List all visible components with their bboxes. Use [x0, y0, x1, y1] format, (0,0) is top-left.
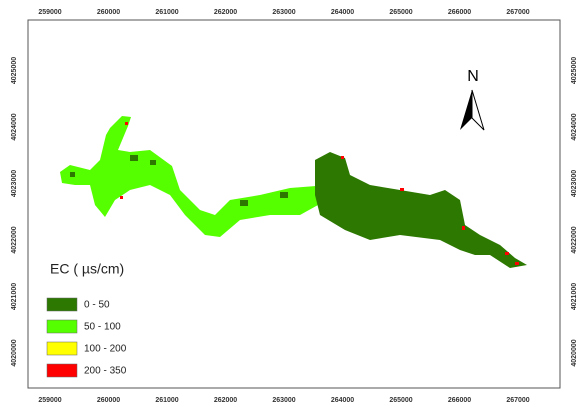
y-coord-label: 4021000 [11, 283, 18, 310]
river-dark-patches [70, 155, 288, 206]
x-coord-label: 264000 [331, 9, 354, 16]
y-coord-label: 4020000 [11, 339, 18, 366]
x-coord-label: 261000 [155, 397, 178, 404]
x-coord-label: 260000 [97, 9, 120, 16]
y-coord-label: 4024000 [11, 113, 18, 140]
x-coord-label: 262000 [214, 397, 237, 404]
y-coord-label: 4025000 [11, 57, 18, 84]
x-coord-label: 260000 [97, 397, 120, 404]
x-coord-label: 259000 [38, 397, 61, 404]
legend: 0 - 50 50 - 100 100 - 200 200 - 350 [46, 297, 127, 378]
y-coord-label: 4022000 [571, 226, 578, 253]
legend-title: EC ( µs/cm) [50, 261, 124, 277]
legend-swatch [46, 297, 78, 312]
river-light [60, 116, 318, 237]
legend-label: 50 - 100 [84, 322, 121, 333]
x-coord-label: 267000 [506, 397, 529, 404]
x-coord-label: 263000 [272, 397, 295, 404]
y-coord-label: 4023000 [571, 170, 578, 197]
x-coord-label: 261000 [155, 9, 178, 16]
y-coord-label: 4025000 [571, 57, 578, 84]
x-coord-label: 265000 [389, 397, 412, 404]
legend-swatch [46, 319, 78, 334]
legend-swatch [46, 363, 78, 378]
river-dark [315, 152, 527, 268]
y-coord-label: 4021000 [571, 283, 578, 310]
x-coord-label: 266000 [448, 397, 471, 404]
legend-label: 100 - 200 [84, 344, 127, 355]
x-coord-label: 259000 [38, 9, 61, 16]
legend-swatch [46, 341, 78, 356]
coordinate-labels: 259000 259000 260000 260000 261000 261000 2620… [11, 9, 578, 404]
x-coord-label: 266000 [448, 9, 471, 16]
x-coord-label: 263000 [272, 9, 295, 16]
y-coord-label: 4024000 [571, 113, 578, 140]
legend-label: 200 - 350 [84, 366, 127, 377]
y-coord-label: 4020000 [571, 339, 578, 366]
x-coord-label: 264000 [331, 397, 354, 404]
y-coord-label: 4022000 [11, 226, 18, 253]
legend-label: 0 - 50 [84, 300, 110, 311]
river-red-spots [120, 122, 519, 265]
river-area [60, 116, 527, 268]
north-label: N [467, 68, 479, 85]
x-coord-label: 267000 [506, 9, 529, 16]
x-coord-label: 265000 [389, 9, 412, 16]
north-arrow [460, 89, 485, 131]
x-coord-label: 262000 [214, 9, 237, 16]
y-coord-label: 4023000 [11, 170, 18, 197]
